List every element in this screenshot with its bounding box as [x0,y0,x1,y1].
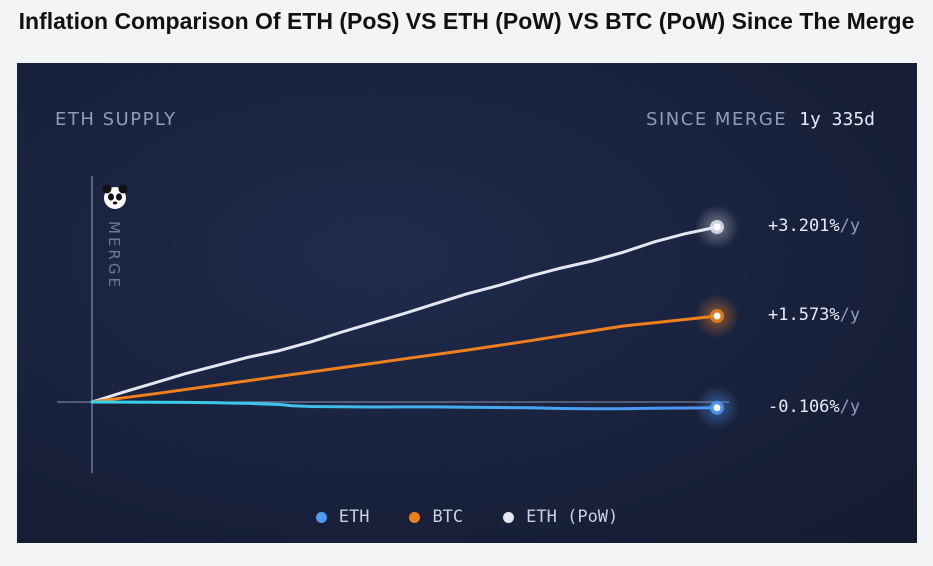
chart-card: ETH SUPPLY SINCE MERGE 1y 335d [17,63,917,543]
series-line-btc [90,314,719,404]
eth-pow-end-value: +3.201% [768,216,840,236]
btc-end-unit: /y [839,305,861,325]
legend-item-eth-pow[interactable]: ETH (PoW) [503,507,618,527]
legend-item-eth[interactable]: ETH [315,507,370,527]
btc-end-label: +1.573%/y [768,305,860,325]
eth-end-value: -0.106% [768,396,840,417]
page-title: Inflation Comparison Of ETH (PoS) VS ETH… [18,8,915,34]
since-merge-text: SINCE MERGE [646,109,788,130]
legend-dot-eth-pow [503,511,515,523]
eth-supply-label: ETH SUPPLY [55,109,177,130]
eth-pow-end-label: +3.201%/y [768,216,860,236]
eth-pow-end-unit: /y [839,216,861,236]
chart-plot [57,176,739,473]
legend-label-btc: BTC [432,507,464,527]
chart-legend: ETH BTC ETH (PoW) [17,507,917,527]
end-point-btc [713,312,721,320]
legend-label-eth: ETH [338,507,370,527]
end-point-eth-pow [713,223,721,231]
btc-end-value: +1.573% [768,305,840,325]
series-line-eth-pow [90,225,719,404]
legend-dot-btc [409,511,421,523]
merge-label: MERGE [105,221,123,290]
legend-dot-eth [315,511,327,523]
end-point-eth [713,404,721,412]
elapsed-time: 1y 335d [799,109,875,130]
eth-end-label: -0.106%/y [768,397,860,417]
legend-item-btc[interactable]: BTC [409,507,463,527]
series-line-eth [90,400,719,411]
since-merge-label: SINCE MERGE 1y 335d [646,109,875,130]
legend-label-eth-pow: ETH (PoW) [526,507,619,527]
eth-end-unit: /y [839,396,861,417]
panda-icon [102,184,128,209]
